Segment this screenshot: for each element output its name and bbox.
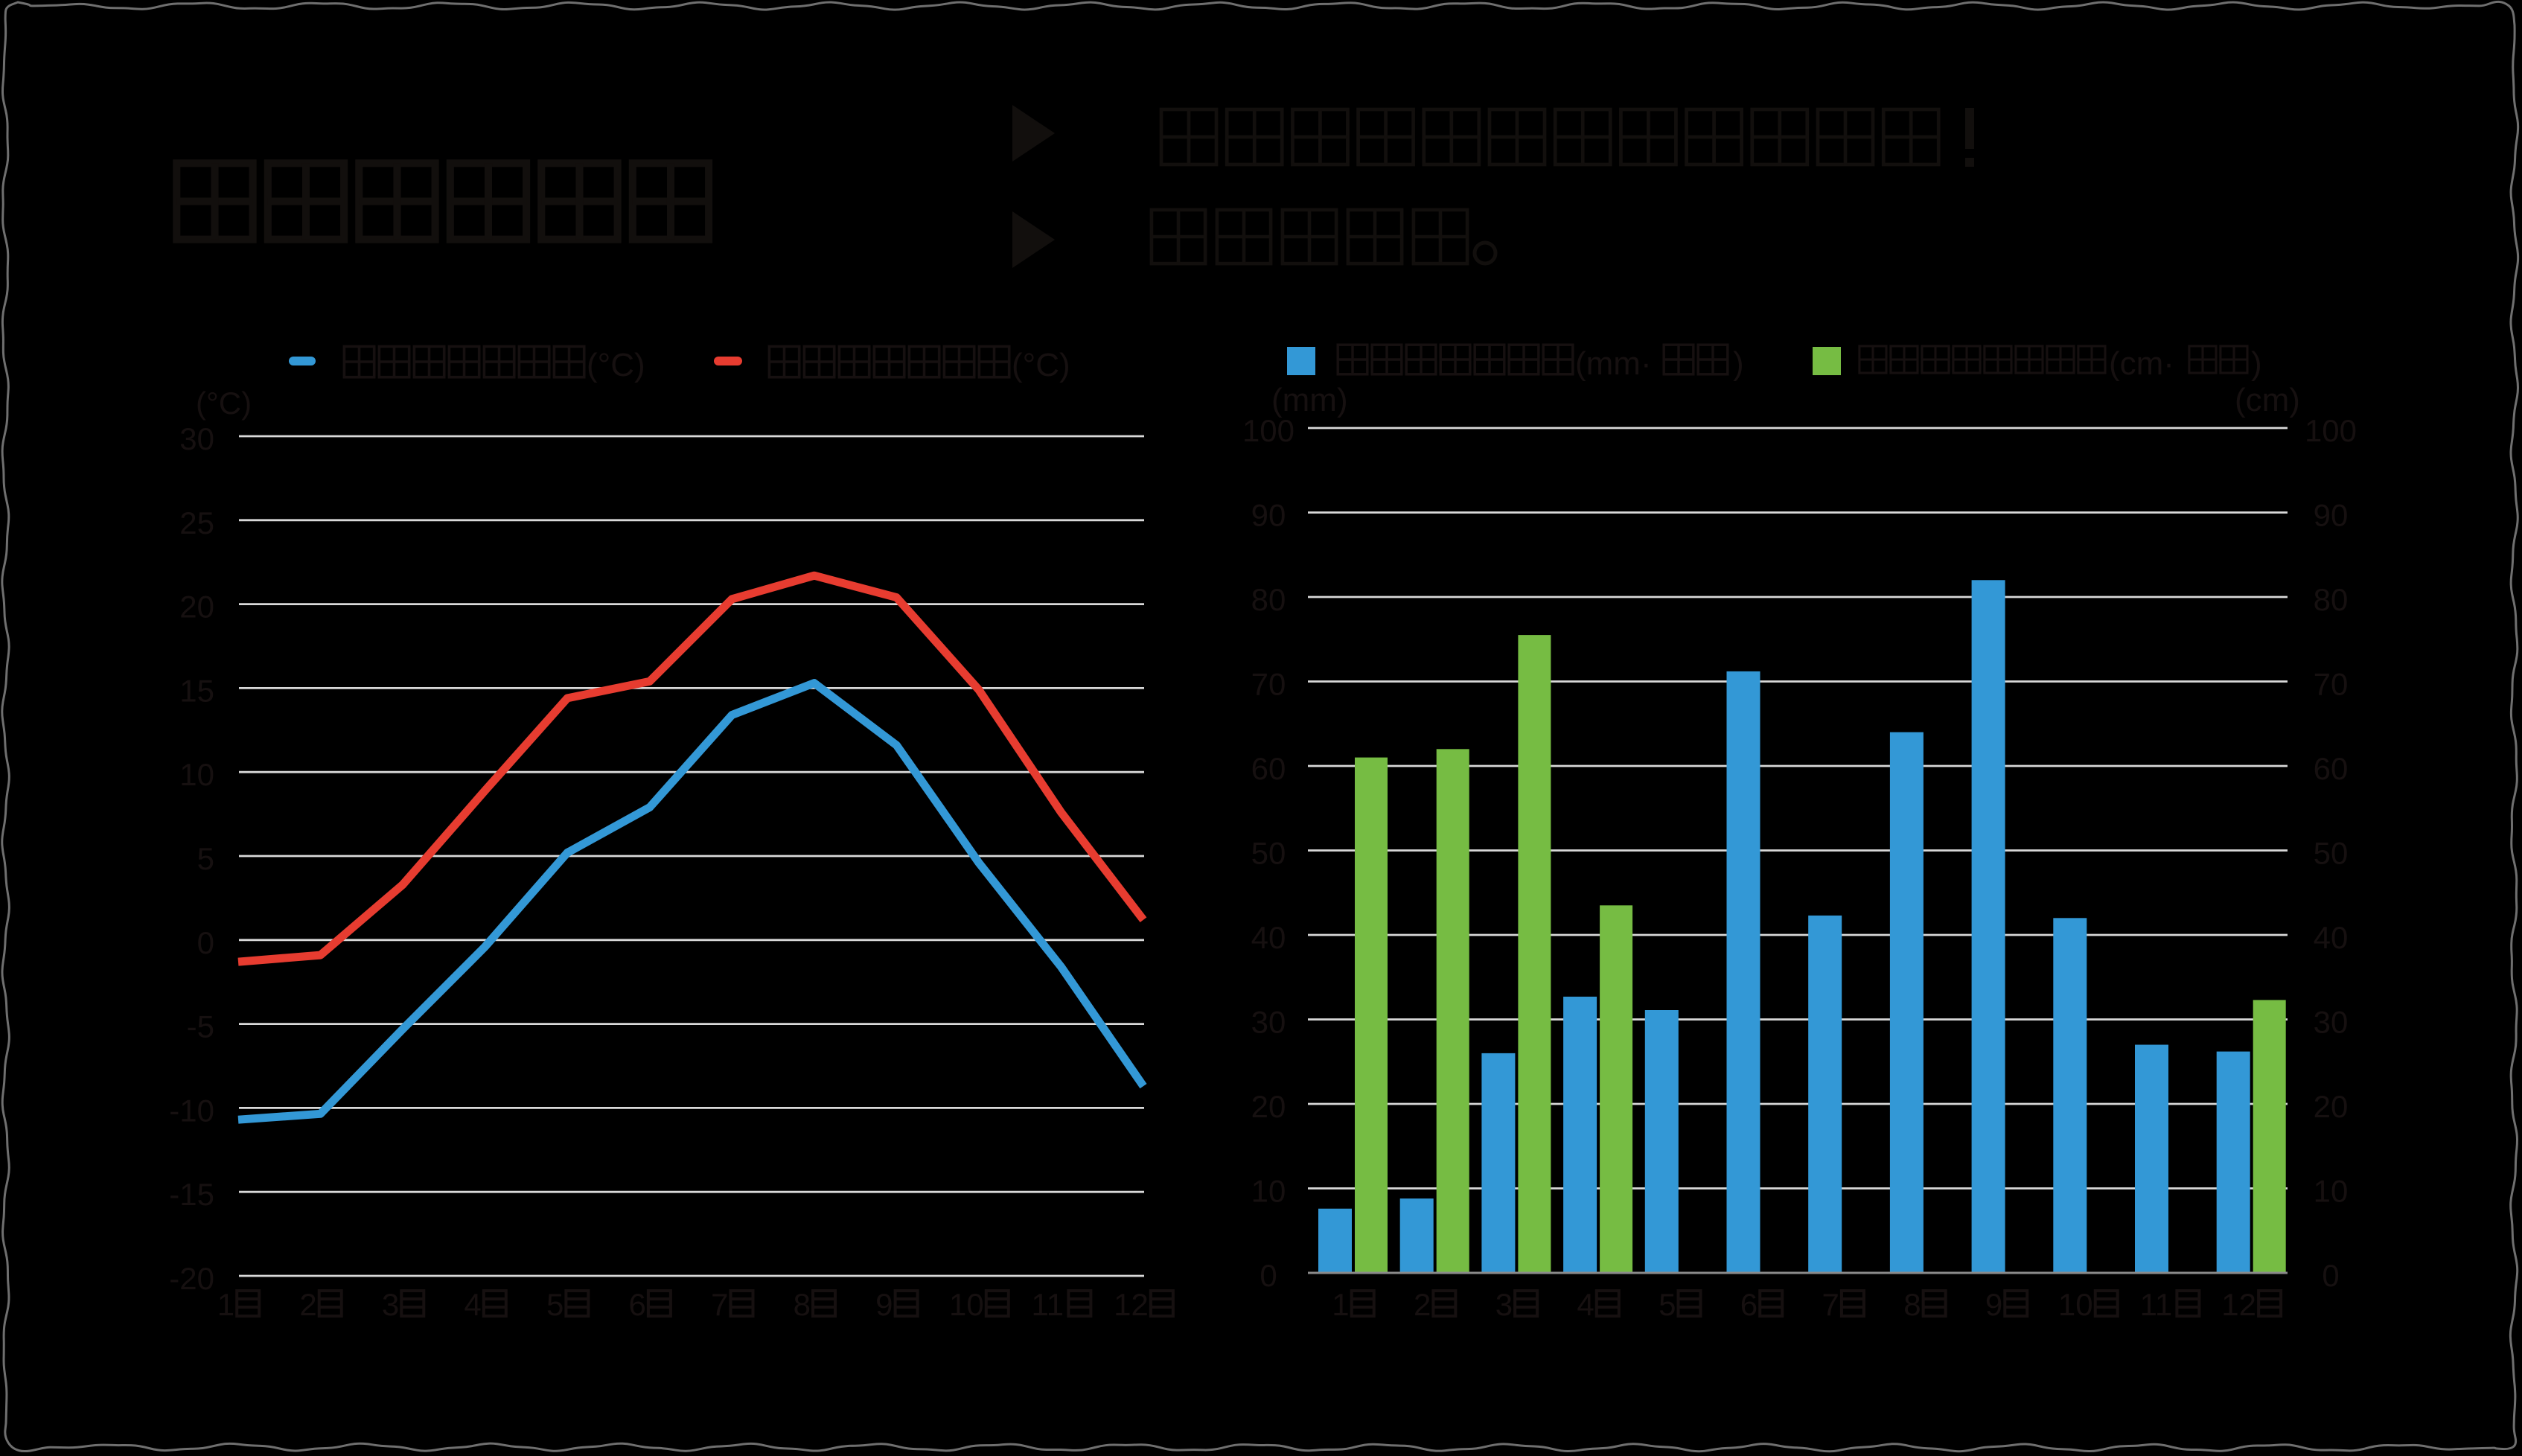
svg-text:): ) (2251, 345, 2262, 382)
svg-text:3: 3 (382, 1287, 399, 1322)
svg-text:10: 10 (1251, 1174, 1286, 1209)
svg-text:(cm·: (cm· (2109, 345, 2174, 382)
svg-text:0: 0 (197, 925, 214, 960)
svg-text:80: 80 (2314, 582, 2349, 617)
svg-text:4: 4 (1577, 1287, 1594, 1322)
svg-text:10: 10 (2058, 1287, 2093, 1322)
svg-text:(°C): (°C) (1012, 347, 1070, 383)
svg-text:7: 7 (711, 1287, 728, 1322)
svg-text:50: 50 (1251, 836, 1286, 871)
svg-text:): ) (1733, 345, 1744, 382)
svg-text:5: 5 (197, 841, 214, 876)
svg-text:5: 5 (546, 1287, 564, 1322)
svg-text:10: 10 (949, 1287, 984, 1322)
svg-text:0: 0 (2322, 1258, 2339, 1293)
svg-text:30: 30 (1251, 1005, 1286, 1040)
svg-text:60: 60 (2314, 751, 2349, 786)
svg-text:11: 11 (2140, 1287, 2173, 1322)
svg-text:6: 6 (629, 1287, 646, 1322)
svg-text:40: 40 (2314, 920, 2349, 955)
svg-text:(cm): (cm) (2235, 382, 2300, 418)
svg-text:6: 6 (1740, 1287, 1758, 1322)
svg-text:10: 10 (2314, 1174, 2349, 1209)
svg-text:(°C): (°C) (196, 386, 252, 421)
svg-text:9: 9 (1985, 1287, 2002, 1322)
svg-text:15: 15 (179, 673, 214, 708)
svg-text:25: 25 (179, 505, 214, 540)
svg-text:30: 30 (2314, 1005, 2349, 1040)
svg-text:5: 5 (1659, 1287, 1676, 1322)
svg-text:12: 12 (2221, 1287, 2256, 1322)
svg-text:30: 30 (179, 421, 214, 456)
svg-text:7: 7 (1822, 1287, 1839, 1322)
svg-text:3: 3 (1495, 1287, 1513, 1322)
svg-text:70: 70 (1251, 667, 1286, 702)
svg-text:20: 20 (1251, 1089, 1286, 1124)
svg-text:2: 2 (299, 1287, 316, 1322)
svg-text:-5: -5 (187, 1009, 214, 1044)
svg-text:-15: -15 (169, 1177, 214, 1212)
svg-text:0: 0 (1260, 1258, 1277, 1293)
svg-text:10: 10 (179, 757, 214, 792)
svg-text:4: 4 (464, 1287, 481, 1322)
svg-text:2: 2 (1414, 1287, 1431, 1322)
svg-text:90: 90 (2314, 498, 2349, 533)
svg-text:8: 8 (1903, 1287, 1921, 1322)
svg-text:40: 40 (1251, 920, 1286, 955)
svg-text:(mm·: (mm· (1575, 345, 1652, 382)
svg-text:8: 8 (794, 1287, 811, 1322)
svg-text:100: 100 (2305, 413, 2357, 448)
svg-text:1: 1 (217, 1287, 234, 1322)
svg-text:(°C): (°C) (587, 347, 645, 383)
svg-text:-10: -10 (169, 1093, 214, 1128)
svg-text:11: 11 (1032, 1287, 1064, 1322)
svg-text:100: 100 (1242, 413, 1294, 448)
svg-text:9: 9 (875, 1287, 893, 1322)
svg-text:20: 20 (2314, 1089, 2349, 1124)
svg-text:50: 50 (2314, 836, 2349, 871)
svg-text:1: 1 (1332, 1287, 1349, 1322)
svg-text:70: 70 (2314, 667, 2349, 702)
svg-text:(mm): (mm) (1271, 382, 1348, 418)
svg-text:90: 90 (1251, 498, 1286, 533)
svg-text:80: 80 (1251, 582, 1286, 617)
svg-text:60: 60 (1251, 751, 1286, 786)
svg-text:12: 12 (1114, 1287, 1149, 1322)
svg-text:20: 20 (179, 590, 214, 625)
svg-text:-20: -20 (169, 1261, 214, 1296)
